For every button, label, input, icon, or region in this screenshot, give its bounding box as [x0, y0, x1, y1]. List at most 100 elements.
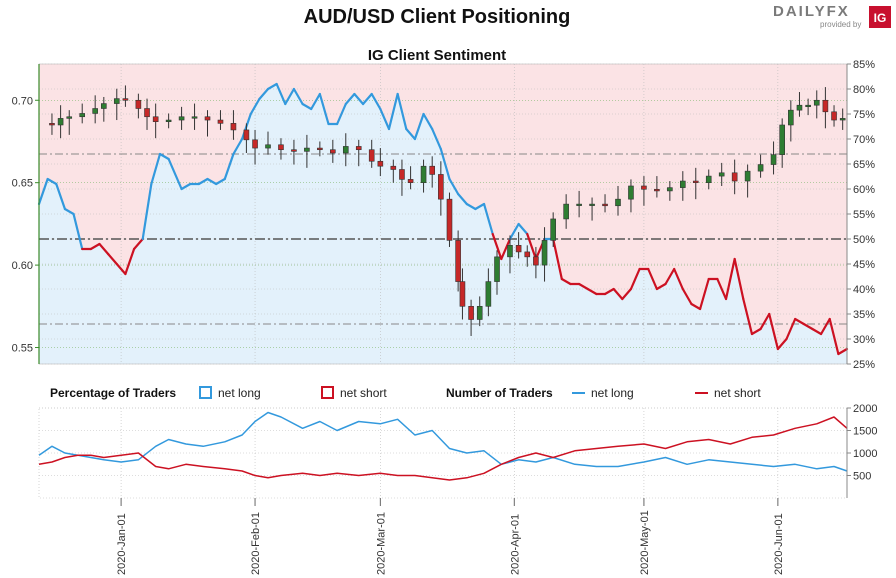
- trader-count-long-line: [38, 411, 848, 472]
- right-axis-tick-label: 60%: [853, 184, 875, 196]
- price-candle-body: [541, 240, 548, 266]
- sentiment-line-segment: [37, 177, 49, 206]
- logo-subtext: provided by: [820, 20, 861, 29]
- left-axis-tick-label: 0.65: [12, 178, 33, 190]
- price-candle-body: [550, 218, 556, 241]
- price-candle-body: [524, 251, 531, 258]
- sentiment-line-segment: [132, 237, 144, 251]
- sentiment-line-segment: [698, 277, 710, 311]
- price-candle-body: [757, 164, 764, 172]
- sentiment-line-segment: [742, 297, 754, 336]
- sentiment-line-segment: [465, 202, 477, 211]
- price-candle-body: [831, 111, 837, 121]
- price-candle-body: [446, 198, 453, 241]
- sentiment-line-segment: [150, 152, 162, 186]
- sentiment-line-segment: [361, 92, 373, 106]
- right-axis-tick-label: 50%: [853, 234, 875, 246]
- price-candle-body: [66, 116, 73, 119]
- legend-pct-short-box: [321, 386, 334, 399]
- sentiment-line-segment: [552, 237, 563, 281]
- sentiment-line-segment: [794, 317, 805, 326]
- sentiment-line-segment: [612, 287, 624, 301]
- net-long-area: [39, 84, 847, 364]
- sentiment-line-segment: [215, 177, 226, 186]
- sentiment-line-segment: [690, 302, 702, 311]
- x-axis-tick-label: 2020-Jun-01: [773, 513, 785, 575]
- price-candle-body: [429, 165, 435, 175]
- price-candle-body: [355, 146, 362, 151]
- price-candle-body: [165, 119, 172, 122]
- sentiment-line-segment: [802, 322, 814, 331]
- price-candle-body: [602, 203, 608, 207]
- sentiment-line-segment: [258, 87, 270, 101]
- price-candle-body: [705, 175, 712, 183]
- right-axis-tick-label: 45%: [853, 259, 875, 271]
- sentiment-line-segment: [828, 317, 840, 356]
- bottom-axis-tick-label: 500: [853, 471, 871, 483]
- bottom-panel-frame: [38, 407, 848, 499]
- sentiment-line-segment: [673, 267, 684, 291]
- price-candle-body: [217, 119, 224, 124]
- price-candle-body: [278, 144, 284, 151]
- bottom-panel: 2000 1500 1000 500 2020-Jan-01 2020-Feb-01 202…: [38, 403, 877, 575]
- sentiment-line-segment: [223, 152, 235, 181]
- price-candle-body: [576, 203, 582, 206]
- sentiment-line-segment: [724, 257, 736, 301]
- price-candle-body: [265, 144, 271, 149]
- bottom-axis-tick-label: 2000: [853, 403, 877, 415]
- sentiment-line-segment: [482, 202, 494, 236]
- sentiment-line-segment: [491, 232, 503, 261]
- right-axis-tick-label: 25%: [853, 359, 875, 371]
- right-axis-tick-label: 65%: [853, 159, 875, 171]
- price-candle-body: [494, 256, 500, 282]
- sentiment-line-segment: [206, 177, 218, 186]
- sentiment-line-segment: [115, 262, 127, 276]
- sentiment-line-segment: [716, 277, 728, 301]
- dailyfx-logo: DAILYFX provided by IG: [773, 3, 891, 29]
- sentiment-line-segment: [89, 242, 101, 251]
- sentiment-line-segment: [819, 317, 831, 336]
- sentiment-line-segment: [811, 327, 823, 336]
- price-candle-body: [191, 116, 198, 119]
- x-axis-tick-label: 2020-Feb-01: [250, 512, 262, 575]
- sentiment-line-segment: [474, 202, 486, 211]
- right-axis-tick-label: 85%: [853, 59, 875, 71]
- sentiment-line-segment: [603, 287, 615, 296]
- price-candle-body: [667, 187, 673, 192]
- price-candle-body: [144, 108, 150, 118]
- right-axis-tick-label: 75%: [853, 109, 875, 121]
- price-candle-body: [628, 185, 634, 200]
- price-candle-body: [135, 99, 142, 109]
- price-candle-body: [368, 149, 375, 162]
- right-axis-tick-label: 35%: [853, 309, 875, 321]
- price-candle-body: [455, 240, 461, 282]
- price-candle-body: [476, 306, 483, 320]
- sentiment-line-segment: [733, 257, 745, 301]
- price-candle-body: [204, 116, 211, 121]
- price-candle-body: [615, 198, 621, 207]
- price-candle-body: [641, 185, 647, 190]
- sentiment-line-segment: [629, 267, 641, 291]
- sentiment-line-segment: [837, 347, 849, 356]
- trader-count-short-line: [38, 416, 848, 481]
- legend-num-short-label: net short: [714, 386, 761, 400]
- sentiment-line-segment: [353, 92, 365, 106]
- price-candle-body: [563, 203, 569, 220]
- sentiment-line-segment: [284, 87, 296, 106]
- sentiment-line-segment: [457, 192, 468, 206]
- logo-text: DAILYFX: [773, 3, 850, 20]
- price-candle-body: [788, 109, 794, 126]
- legend-number-label: Number of Traders: [446, 386, 553, 400]
- price-candle-body: [342, 146, 349, 154]
- sentiment-line-segment: [750, 327, 762, 336]
- price-candle-body: [79, 113, 86, 118]
- sentiment-line-segment: [167, 157, 183, 191]
- price-candle-body: [507, 245, 513, 258]
- sentiment-line-segment: [768, 312, 779, 351]
- price-candle-body: [533, 256, 539, 266]
- sentiment-line-segment: [785, 317, 797, 341]
- price-candle-body: [744, 170, 751, 182]
- left-axis-tick-label: 0.60: [12, 260, 33, 272]
- sentiment-line-segment: [107, 252, 118, 266]
- top-chart-title: IG Client Sentiment: [368, 47, 506, 64]
